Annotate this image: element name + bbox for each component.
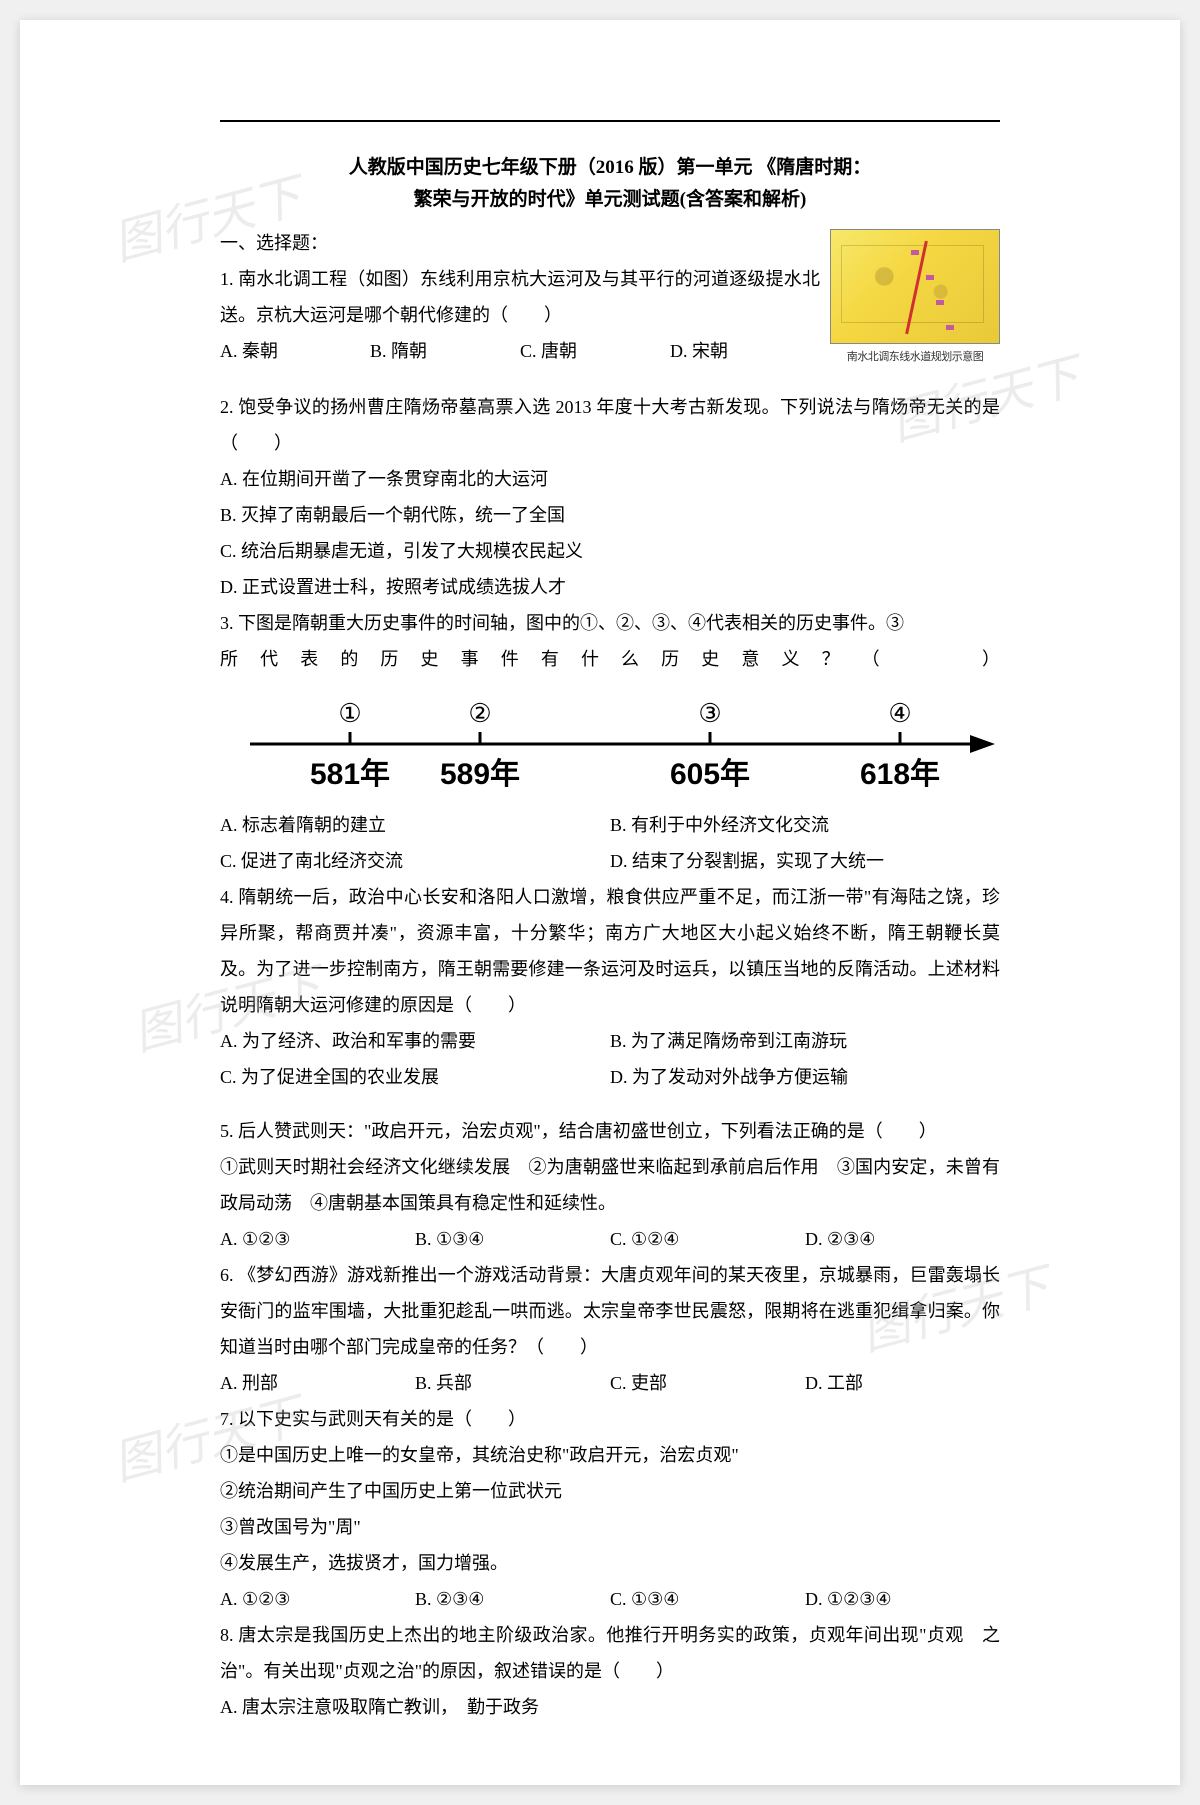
document-body: 南水北调东线水道规划示意图 一、选择题： 1. 南水北调工程（如图）东线利用京杭…: [220, 225, 1000, 1725]
map-caption: 南水北调东线水道规划示意图: [830, 346, 1000, 368]
title-line-2: 繁荣与开放的时代》单元测试题(含答案和解析): [220, 184, 1000, 216]
option-d: D. ①②③④: [805, 1581, 1000, 1617]
option-c: C. 促进了南北经济交流: [220, 843, 610, 879]
option-a: A. ①②③: [220, 1581, 415, 1617]
option-b: B. ②③④: [415, 1581, 610, 1617]
option-b: B. 灭掉了南朝最后一个朝代陈，统一了全国: [220, 497, 1000, 533]
option-a: A. 唐太宗注意吸取隋亡教训， 勤于政务: [220, 1689, 1000, 1725]
svg-text:581年: 581年: [310, 758, 390, 791]
question-3-text-1: 3. 下图是隋朝重大历史事件的时间轴，图中的①、②、③、④代表相关的历史事件。③: [220, 605, 1000, 641]
option-b: B. 兵部: [415, 1365, 610, 1401]
option-c: C. 吏部: [610, 1365, 805, 1401]
question-7-item-3: ③曾改国号为"周": [220, 1509, 1000, 1545]
option-a: A. 标志着隋朝的建立: [220, 807, 610, 843]
question-5-text-1: 5. 后人赞武则天："政启开元，治宏贞观"，结合唐初盛世创立，下列看法正确的是（…: [220, 1113, 1000, 1149]
map-figure: 南水北调东线水道规划示意图: [830, 229, 1000, 368]
option-c: C. ①②④: [610, 1221, 805, 1257]
option-b: B. ①③④: [415, 1221, 610, 1257]
option-b: B. 隋朝: [370, 333, 520, 369]
option-d: D. 工部: [805, 1365, 1000, 1401]
question-5-text-2: ①武则天时期社会经济文化继续发展 ②为唐朝盛世来临起到承前启后作用 ③国内安定，…: [220, 1149, 1000, 1221]
option-a: A. ①②③: [220, 1221, 415, 1257]
option-c: C. 为了促进全国的农业发展: [220, 1059, 610, 1095]
question-8-text: 8. 唐太宗是我国历史上杰出的地主阶级政治家。他推行开明务实的政策，贞观年间出现…: [220, 1617, 1000, 1689]
svg-text:③: ③: [698, 699, 721, 728]
option-d: D. 正式设置进士科，按照考试成绩选拔人才: [220, 569, 1000, 605]
top-horizontal-rule: [220, 120, 1000, 122]
svg-text:④: ④: [888, 699, 911, 728]
question-3-text-2: 所代表的历史事件有什么历史意义？（ ）: [220, 641, 1000, 677]
question-6-options: A. 刑部 B. 兵部 C. 吏部 D. 工部: [220, 1365, 1000, 1401]
svg-text:②: ②: [468, 699, 491, 728]
option-b: B. 有利于中外经济文化交流: [610, 807, 1000, 843]
document-page: 图行天下 图行天下 图行天下 图行天下 图行天下 人教版中国历史七年级下册（20…: [20, 20, 1180, 1785]
map-image: [830, 229, 1000, 344]
timeline-figure: ① 581年 ② 589年 ③ 605年 ④ 618年: [220, 689, 1000, 799]
document-title: 人教版中国历史七年级下册（2016 版）第一单元 《隋唐时期： 繁荣与开放的时代…: [220, 152, 1000, 217]
option-d: D. 结束了分裂割据，实现了大统一: [610, 843, 1000, 879]
option-d: D. 宋朝: [670, 333, 820, 369]
svg-text:605年: 605年: [670, 758, 750, 791]
question-2-text: 2. 饱受争议的扬州曹庄隋炀帝墓高票入选 2013 年度十大考古新发现。下列说法…: [220, 389, 1000, 461]
option-a: A. 为了经济、政治和军事的需要: [220, 1023, 610, 1059]
option-a: A. 刑部: [220, 1365, 415, 1401]
option-b: B. 为了满足隋炀帝到江南游玩: [610, 1023, 1000, 1059]
question-3-options-row2: C. 促进了南北经济交流 D. 结束了分裂割据，实现了大统一: [220, 843, 1000, 879]
option-d: D. ②③④: [805, 1221, 1000, 1257]
question-5-options: A. ①②③ B. ①③④ C. ①②④ D. ②③④: [220, 1221, 1000, 1257]
question-7-options: A. ①②③ B. ②③④ C. ①③④ D. ①②③④: [220, 1581, 1000, 1617]
option-d: D. 为了发动对外战争方便运输: [610, 1059, 1000, 1095]
option-c: C. 唐朝: [520, 333, 670, 369]
question-7-text: 7. 以下史实与武则天有关的是（ ）: [220, 1401, 1000, 1437]
option-a: A. 秦朝: [220, 333, 370, 369]
option-c: C. 统治后期暴虐无道，引发了大规模农民起义: [220, 533, 1000, 569]
question-7-item-4: ④发展生产，选拔贤才，国力增强。: [220, 1545, 1000, 1581]
question-3-options-row1: A. 标志着隋朝的建立 B. 有利于中外经济文化交流: [220, 807, 1000, 843]
question-7-item-2: ②统治期间产生了中国历史上第一位武状元: [220, 1473, 1000, 1509]
question-4-text: 4. 隋朝统一后，政治中心长安和洛阳人口激增，粮食供应严重不足，而江浙一带"有海…: [220, 879, 1000, 1023]
question-4-options-row2: C. 为了促进全国的农业发展 D. 为了发动对外战争方便运输: [220, 1059, 1000, 1095]
svg-text:618年: 618年: [860, 758, 940, 791]
timeline-svg: ① 581年 ② 589年 ③ 605年 ④ 618年: [220, 689, 1000, 799]
question-7-item-1: ①是中国历史上唯一的女皇帝，其统治史称"政启开元，治宏贞观": [220, 1437, 1000, 1473]
svg-text:①: ①: [338, 699, 361, 728]
option-a: A. 在位期间开凿了一条贯穿南北的大运河: [220, 461, 1000, 497]
svg-text:589年: 589年: [440, 758, 520, 791]
question-1-options: A. 秦朝 B. 隋朝 C. 唐朝 D. 宋朝: [220, 333, 820, 369]
title-line-1: 人教版中国历史七年级下册（2016 版）第一单元 《隋唐时期：: [220, 152, 1000, 184]
option-c: C. ①③④: [610, 1581, 805, 1617]
question-4-options-row1: A. 为了经济、政治和军事的需要 B. 为了满足隋炀帝到江南游玩: [220, 1023, 1000, 1059]
question-6-text: 6. 《梦幻西游》游戏新推出一个游戏活动背景：大唐贞观年间的某天夜里，京城暴雨，…: [220, 1257, 1000, 1365]
